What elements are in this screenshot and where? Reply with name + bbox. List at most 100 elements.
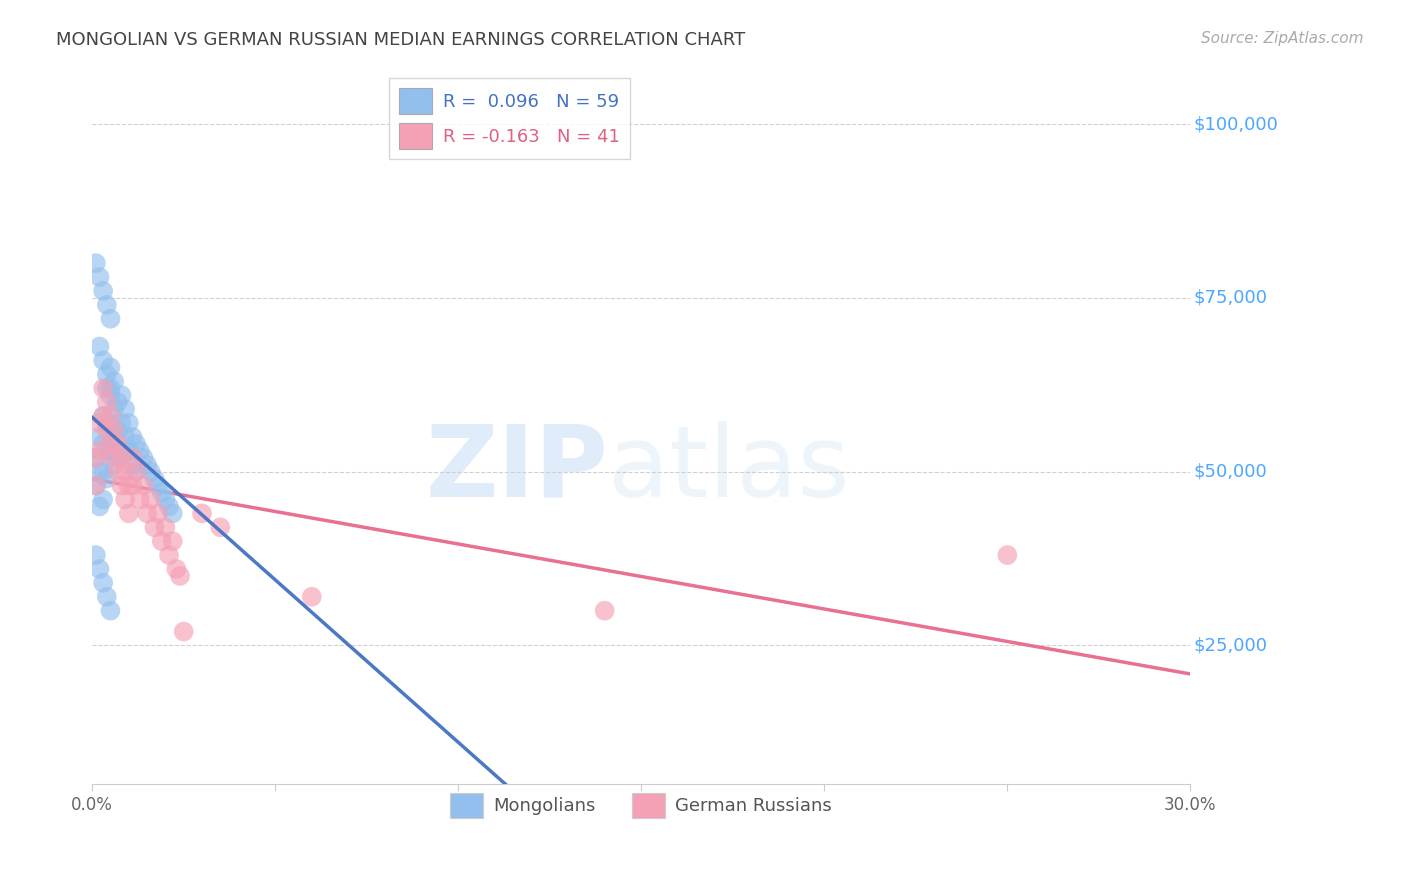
Point (89, 443, 111, 458)
Text: $100,000: $100,000 (1194, 115, 1278, 133)
Point (96, 368, 118, 382)
Point (165, 562, 187, 576)
Point (191, 507, 214, 521)
Point (91, 465, 114, 479)
Text: atlas: atlas (609, 421, 851, 518)
Point (103, 402, 125, 417)
Point (103, 374, 125, 388)
Point (89, 562, 111, 576)
Point (114, 402, 136, 417)
Point (100, 437, 122, 451)
Point (114, 465, 136, 479)
Point (91, 381, 114, 395)
Point (128, 443, 150, 458)
Point (132, 450, 155, 465)
Point (96, 395, 118, 409)
Point (107, 395, 129, 409)
Point (146, 507, 169, 521)
Point (89, 270, 111, 285)
Point (146, 478, 169, 492)
Point (107, 465, 129, 479)
Point (125, 465, 148, 479)
Point (100, 360, 122, 375)
Point (110, 478, 132, 492)
Point (132, 478, 155, 492)
Point (89, 416, 111, 430)
Point (103, 458, 125, 472)
Point (593, 604, 616, 618)
Point (162, 507, 184, 521)
Point (91, 284, 114, 298)
Point (125, 437, 148, 451)
Point (136, 458, 159, 472)
Point (89, 340, 111, 354)
Point (107, 450, 129, 465)
Point (136, 507, 159, 521)
Point (173, 624, 195, 639)
Text: ZIP: ZIP (426, 421, 609, 518)
Point (100, 604, 122, 618)
Point (96, 416, 118, 430)
Point (155, 520, 177, 534)
Point (103, 423, 125, 437)
Point (110, 450, 132, 465)
Point (139, 465, 162, 479)
Point (96, 381, 118, 395)
Point (121, 478, 143, 492)
Point (128, 492, 150, 507)
Point (96, 590, 118, 604)
Point (103, 430, 125, 444)
Point (121, 458, 143, 472)
Text: MONGOLIAN VS GERMAN RUSSIAN MEDIAN EARNINGS CORRELATION CHART: MONGOLIAN VS GERMAN RUSSIAN MEDIAN EARNI… (56, 31, 745, 49)
Point (84, 450, 107, 465)
Point (143, 520, 166, 534)
Point (96, 423, 118, 437)
Point (125, 465, 148, 479)
Point (100, 416, 122, 430)
Point (89, 500, 111, 514)
Point (100, 311, 122, 326)
Point (118, 443, 141, 458)
Point (110, 443, 132, 458)
Point (995, 548, 1018, 562)
Point (107, 423, 129, 437)
Point (103, 450, 125, 465)
Point (100, 409, 122, 423)
Point (209, 520, 232, 534)
Point (114, 492, 136, 507)
Point (84, 450, 107, 465)
Text: Source: ZipAtlas.com: Source: ZipAtlas.com (1201, 31, 1364, 46)
Point (100, 388, 122, 402)
Point (114, 430, 136, 444)
Point (118, 507, 141, 521)
Point (150, 485, 173, 500)
Point (143, 472, 166, 486)
Point (110, 416, 132, 430)
Point (155, 492, 177, 507)
Point (162, 534, 184, 549)
Point (110, 388, 132, 402)
Text: $75,000: $75,000 (1194, 289, 1268, 307)
Point (91, 409, 114, 423)
Point (121, 430, 143, 444)
Point (100, 443, 122, 458)
Point (84, 548, 107, 562)
Point (96, 298, 118, 312)
Point (150, 534, 173, 549)
Point (107, 437, 129, 451)
Point (84, 478, 107, 492)
Point (89, 465, 111, 479)
Point (89, 430, 111, 444)
Point (91, 492, 114, 507)
Point (84, 478, 107, 492)
Point (91, 353, 114, 368)
Point (96, 472, 118, 486)
Point (301, 590, 323, 604)
Point (91, 437, 114, 451)
Point (96, 443, 118, 458)
Point (84, 256, 107, 270)
Point (91, 409, 114, 423)
Point (157, 500, 180, 514)
Point (121, 450, 143, 465)
Point (100, 381, 122, 395)
